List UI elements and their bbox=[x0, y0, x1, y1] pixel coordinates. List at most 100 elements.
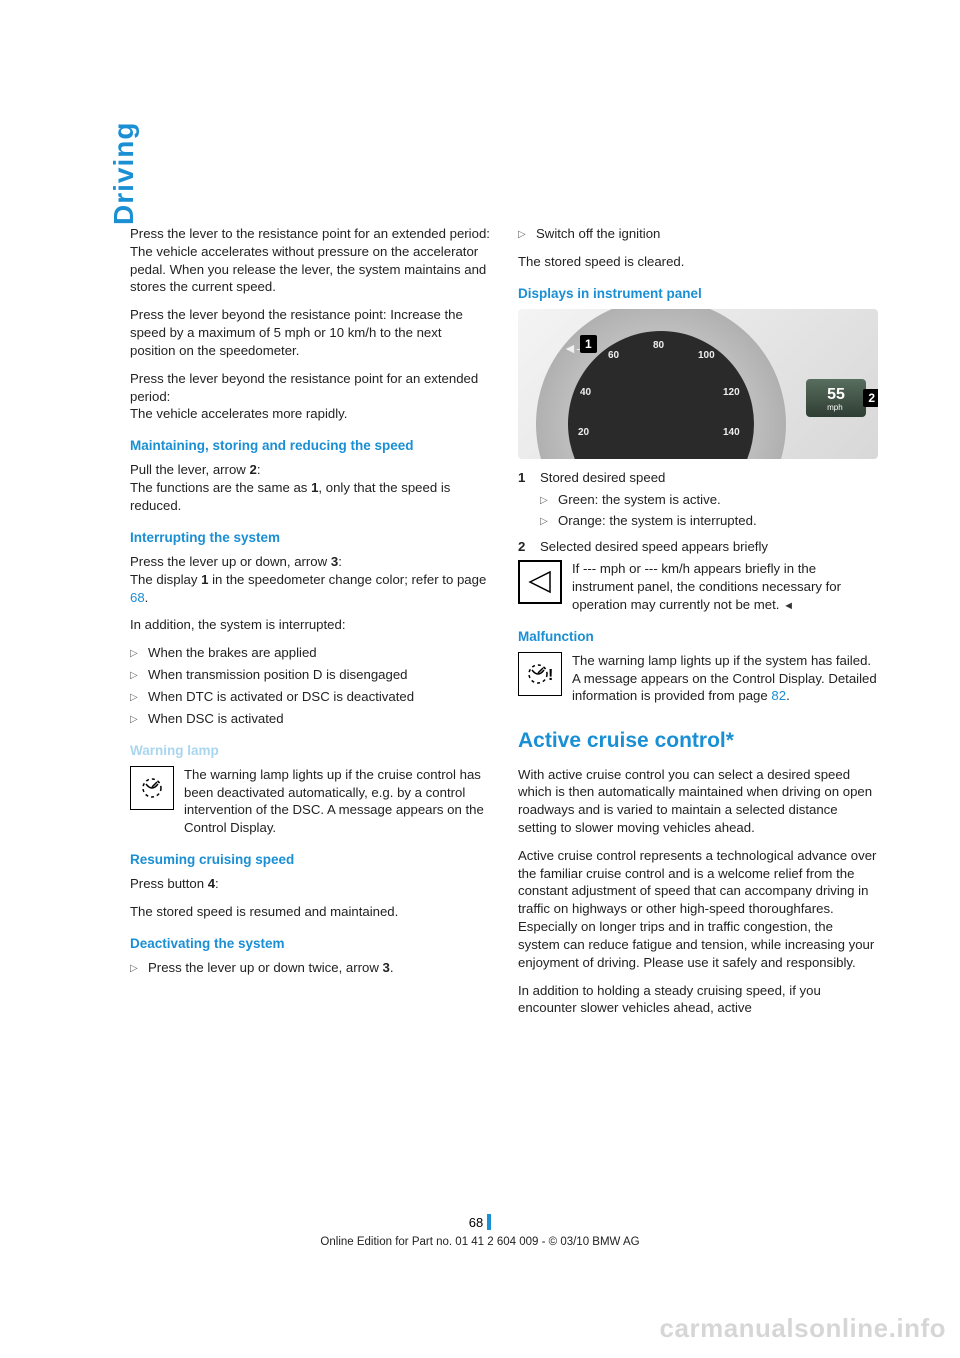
ref-bold: 3 bbox=[383, 960, 390, 975]
text: Press the lever up or down twice, arrow bbox=[148, 960, 383, 975]
end-triangle-icon: ◄ bbox=[783, 600, 794, 612]
note-text: If --- mph or --- km/h appears briefly i… bbox=[572, 560, 878, 613]
body-text: The stored speed is cleared. bbox=[518, 253, 878, 271]
gauge-num: 40 bbox=[580, 386, 591, 400]
instrument-panel-figure: 60 80 100 40 120 20 140 160 ◄— 1 55 mph bbox=[518, 309, 878, 459]
heading-active-cruise: Active cruise control* bbox=[518, 727, 878, 755]
bullet-list: ▷Switch off the ignition bbox=[518, 225, 878, 243]
item-number: 2 bbox=[518, 538, 540, 556]
right-column: ▷Switch off the ignition The stored spee… bbox=[518, 225, 878, 1027]
footer-line: Online Edition for Part no. 01 41 2 604 … bbox=[0, 1236, 960, 1248]
list-item: ▷When DSC is activated bbox=[130, 710, 490, 728]
triangle-icon: ▷ bbox=[130, 666, 148, 684]
gauge-num: 120 bbox=[723, 386, 740, 400]
gauge-num: 100 bbox=[698, 349, 715, 363]
heading-maintain: Maintaining, storing and reducing the sp… bbox=[130, 437, 490, 455]
list-item: ▷When DTC is activated or DSC is deactiv… bbox=[130, 688, 490, 706]
left-column: Press the lever to the resistance point … bbox=[130, 225, 490, 1027]
item-number: 1 bbox=[518, 469, 540, 487]
text: : bbox=[338, 554, 342, 569]
text: . bbox=[786, 688, 790, 703]
text: . bbox=[390, 960, 394, 975]
icon-paragraph: The warning lamp lights up if the cruise… bbox=[130, 766, 490, 837]
text: The vehicle accelerates more rapidly. bbox=[130, 406, 347, 421]
triangle-icon: ▷ bbox=[518, 225, 536, 243]
icon-paragraph: If --- mph or --- km/h appears briefly i… bbox=[518, 560, 878, 613]
heading-malfunction: Malfunction bbox=[518, 628, 878, 646]
list-item: ▷Orange: the system is interrupted. bbox=[540, 512, 878, 530]
text: Orange: the system is interrupted. bbox=[558, 512, 878, 530]
text: The vehicle accelerates without pressure… bbox=[130, 244, 486, 295]
text: When DTC is activated or DSC is deactiva… bbox=[148, 688, 490, 706]
text: The warning lamp lights up if the cruise… bbox=[184, 766, 490, 837]
text: . bbox=[145, 590, 149, 605]
text: : bbox=[257, 462, 261, 477]
list-item: ▷When transmission position D is disenga… bbox=[130, 666, 490, 684]
speed-badge: 55 mph bbox=[806, 379, 866, 417]
text: : bbox=[215, 876, 219, 891]
text: Press the lever up or down, arrow bbox=[130, 554, 331, 569]
callout-label: 1 bbox=[580, 335, 597, 353]
text: The warning lamp lights up if the system… bbox=[572, 653, 877, 704]
page-footer: 68 Online Edition for Part no. 01 41 2 6… bbox=[0, 1214, 960, 1249]
text: The warning lamp lights up if the system… bbox=[572, 652, 878, 705]
text: When DSC is activated bbox=[148, 710, 490, 728]
page-number-bar bbox=[487, 1214, 491, 1230]
text: The functions are the same as bbox=[130, 480, 311, 495]
text: Selected desired speed appears briefly bbox=[540, 538, 878, 556]
triangle-icon: ▷ bbox=[130, 710, 148, 728]
text: Switch off the ignition bbox=[536, 225, 878, 243]
body-text: Press the lever beyond the resistance po… bbox=[130, 306, 490, 359]
page-link[interactable]: 68 bbox=[130, 590, 145, 605]
triangle-icon: ▷ bbox=[130, 688, 148, 706]
content-columns: Press the lever to the resistance point … bbox=[130, 225, 880, 1027]
body-text: Press the lever to the resistance point … bbox=[130, 225, 490, 296]
body-text: The stored speed is resumed and maintain… bbox=[130, 903, 490, 921]
text: Stored desired speed bbox=[540, 469, 878, 487]
page-link[interactable]: 82 bbox=[771, 688, 786, 703]
icon-paragraph: ! The warning lamp lights up if the syst… bbox=[518, 652, 878, 705]
text: Press button bbox=[130, 876, 208, 891]
heading-displays: Displays in instrument panel bbox=[518, 285, 878, 303]
ref-bold: 4 bbox=[208, 876, 215, 891]
list-item: ▷Switch off the ignition bbox=[518, 225, 878, 243]
sub-bullet-list: ▷Green: the system is active. ▷Orange: t… bbox=[518, 491, 878, 531]
badge-unit: mph bbox=[827, 405, 845, 411]
section-label: Driving bbox=[108, 122, 140, 225]
body-text: Press the lever beyond the resistance po… bbox=[130, 370, 490, 423]
note-icon bbox=[518, 560, 562, 604]
ref-bold: 2 bbox=[249, 462, 256, 477]
text: in the speedometer change color; refer t… bbox=[208, 572, 486, 587]
text: Press the lever up or down twice, arrow … bbox=[148, 959, 490, 977]
svg-text:!: ! bbox=[548, 667, 553, 684]
list-item: ▷Green: the system is active. bbox=[540, 491, 878, 509]
gauge-num: 60 bbox=[608, 349, 619, 363]
page-number: 68 bbox=[469, 1214, 491, 1230]
text: If --- mph or --- km/h appears briefly i… bbox=[572, 561, 841, 612]
callout-label: 2 bbox=[863, 389, 878, 407]
text: Press the lever to the resistance point … bbox=[130, 226, 490, 241]
heading-deactivate: Deactivating the system bbox=[130, 935, 490, 953]
badge-number: 55 bbox=[827, 386, 845, 403]
body-text: With active cruise control you can selec… bbox=[518, 766, 878, 837]
triangle-icon: ▷ bbox=[130, 644, 148, 662]
text: When transmission position D is disengag… bbox=[148, 666, 490, 684]
body-text: Active cruise control represents a techn… bbox=[518, 847, 878, 972]
body-text: In addition, the system is interrupted: bbox=[130, 616, 490, 634]
heading-interrupt: Interrupting the system bbox=[130, 529, 490, 547]
heading-warning-lamp: Warning lamp bbox=[130, 742, 490, 760]
text: Green: the system is active. bbox=[558, 491, 878, 509]
page-number-text: 68 bbox=[469, 1215, 483, 1230]
manual-page: Driving Press the lever to the resistanc… bbox=[0, 0, 960, 1358]
body-text: In addition to holding a steady cruising… bbox=[518, 982, 878, 1018]
warning-lamp-icon bbox=[130, 766, 174, 810]
triangle-icon: ▷ bbox=[130, 959, 148, 977]
text: Pull the lever, arrow bbox=[130, 462, 249, 477]
bullet-list: ▷When the brakes are applied ▷When trans… bbox=[130, 644, 490, 727]
gauge-num: 140 bbox=[723, 426, 740, 440]
text: When the brakes are applied bbox=[148, 644, 490, 662]
watermark: carmanualsonline.info bbox=[660, 1313, 946, 1344]
gauge-num: 20 bbox=[578, 426, 589, 440]
malfunction-lamp-icon: ! bbox=[518, 652, 562, 696]
triangle-icon: ▷ bbox=[540, 512, 558, 530]
